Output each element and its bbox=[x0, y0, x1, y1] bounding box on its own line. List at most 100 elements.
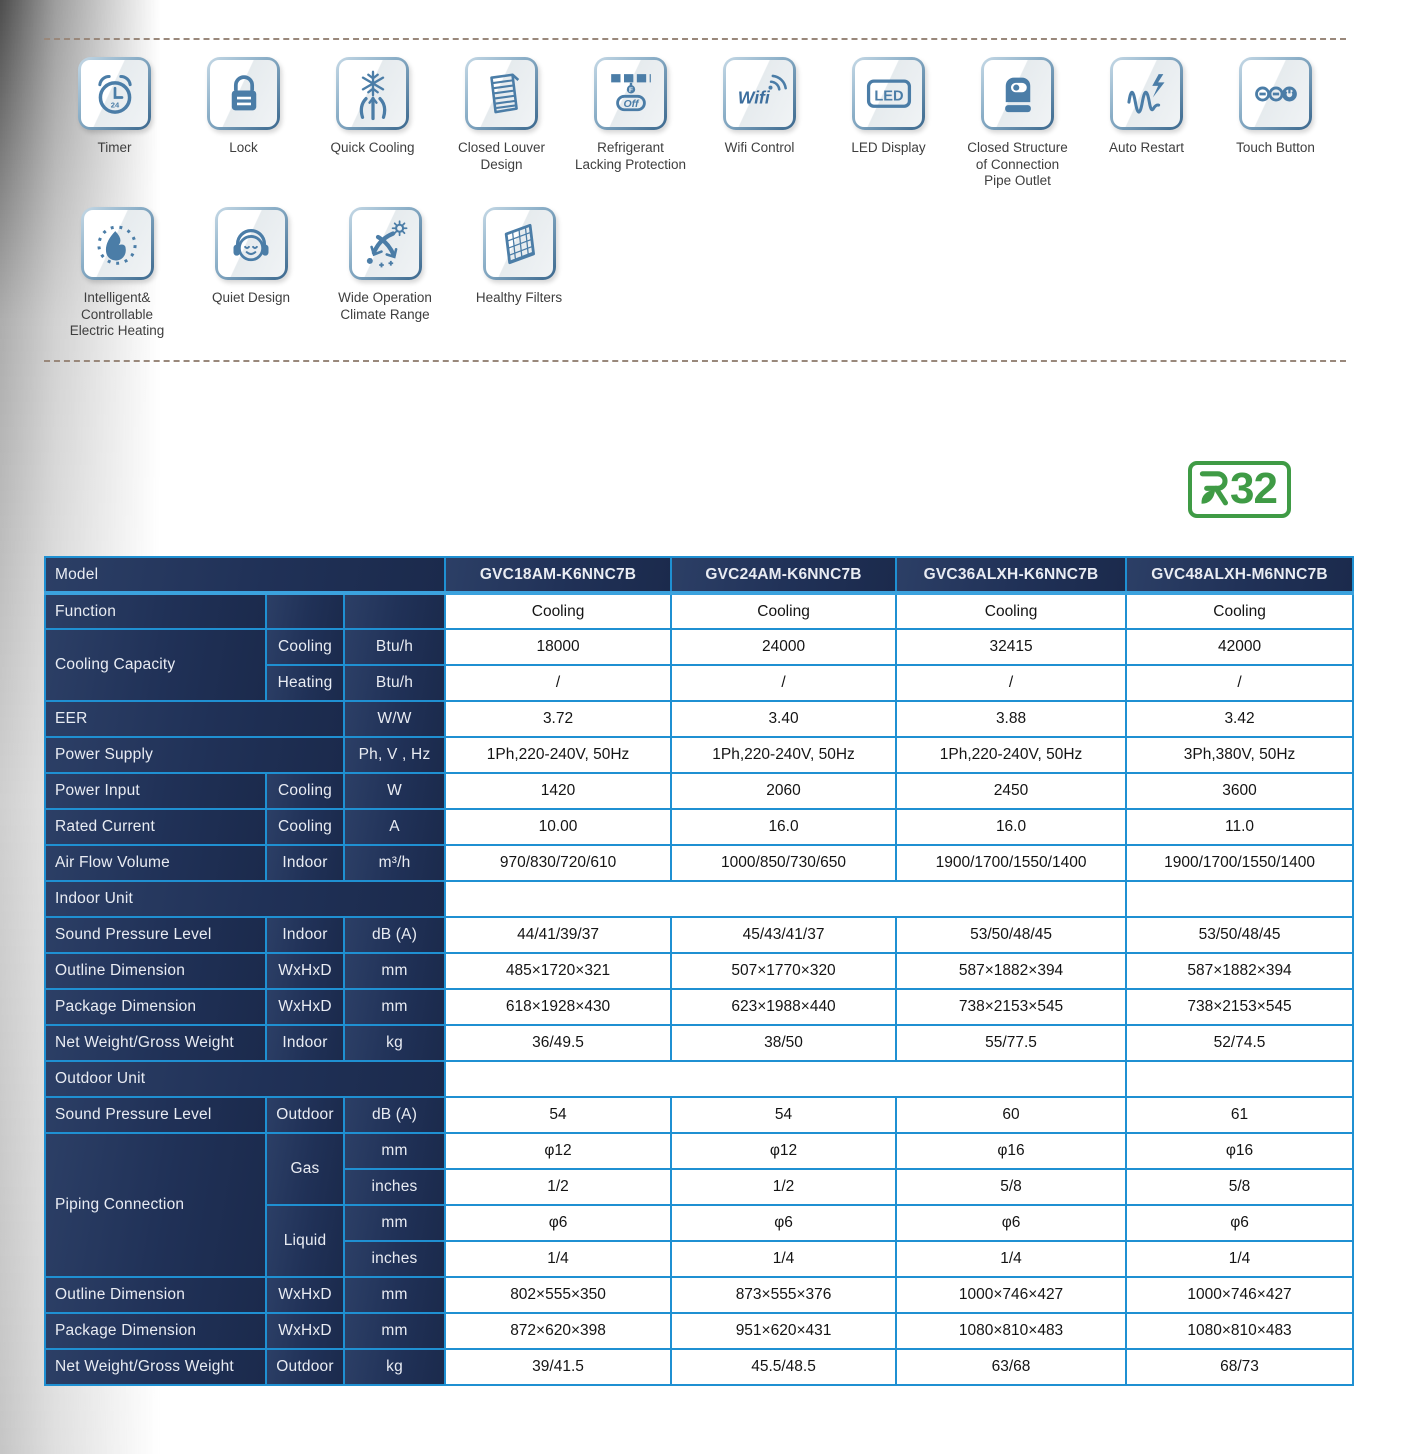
feature-label: Auto Restart bbox=[1108, 140, 1185, 155]
row-label: Outline Dimension bbox=[44, 952, 267, 990]
row-sub-label: Indoor bbox=[265, 916, 345, 954]
row-sub-label: Indoor bbox=[265, 1024, 345, 1062]
spec-value: 5/8 bbox=[895, 1168, 1128, 1206]
row-unit: Ph, V , Hz bbox=[342, 736, 447, 774]
closed-louver-icon bbox=[468, 60, 535, 127]
quick-cooling-icon bbox=[339, 60, 406, 127]
spec-value: 951×620×431 bbox=[670, 1312, 898, 1350]
spec-value: φ12 bbox=[670, 1132, 898, 1170]
spec-value: 54 bbox=[670, 1096, 898, 1134]
spec-row: Power Input Cooling W 1420 2060 2450 3600 bbox=[44, 772, 1355, 810]
spec-value: 61 bbox=[1125, 1096, 1355, 1134]
feature-label: Intelligent& Controllable Electric Heati… bbox=[69, 290, 165, 339]
spec-value: 2450 bbox=[895, 772, 1128, 810]
feature-label: Wifi Control bbox=[724, 140, 795, 155]
section-row: Indoor Unit bbox=[43, 880, 1355, 918]
row-unit: W/W bbox=[342, 700, 447, 738]
feature-item: Auto Restart bbox=[1082, 57, 1211, 190]
spec-value: 1080×810×483 bbox=[1125, 1312, 1355, 1350]
row-sub-label bbox=[265, 592, 345, 630]
spec-value: 3.88 bbox=[895, 700, 1128, 738]
row-label: Power Supply bbox=[44, 736, 345, 774]
model-name: GVC36ALXH-K6NNC7B bbox=[895, 556, 1128, 595]
spec-row: Heating Btu/h / / / / bbox=[45, 664, 1355, 702]
feature-label: Wide Operation Climate Range bbox=[338, 290, 432, 322]
spec-value: 587×1882×394 bbox=[1125, 952, 1355, 990]
feature-label: Quick Cooling bbox=[330, 140, 415, 155]
electric-heating-icon bbox=[83, 210, 151, 277]
spec-value: 1/2 bbox=[670, 1168, 898, 1206]
spec-value: 1420 bbox=[444, 772, 673, 810]
spec-value: / bbox=[1125, 664, 1355, 702]
spec-value: 11.0 bbox=[1125, 808, 1355, 846]
spec-row: inches 1/2 1/2 5/8 5/8 bbox=[45, 1168, 1355, 1206]
model-name: GVC18AM-K6NNC7B bbox=[444, 556, 673, 595]
spec-value: 68/73 bbox=[1125, 1348, 1355, 1386]
wifi-control-icon-tile: Wifi bbox=[723, 57, 796, 130]
healthy-filters-icon-tile bbox=[482, 207, 556, 280]
spec-value: φ6 bbox=[444, 1204, 673, 1242]
spec-row: Net Weight/Gross Weight Indoor kg 36/49.5 38… bbox=[44, 1024, 1355, 1062]
spec-value: 5/8 bbox=[1125, 1168, 1355, 1206]
spec-row: Sound Pressure Level Indoor dB (A) 44/41/39… bbox=[44, 916, 1355, 954]
feature-item: Quick Cooling bbox=[308, 57, 437, 190]
spec-value: 1Ph,220-240V, 50Hz bbox=[670, 736, 898, 774]
spec-row: Piping Connection Gas mm φ12 φ12 φ16 φ16 bbox=[44, 1132, 1355, 1278]
row-unit: Btu/h bbox=[342, 628, 447, 666]
spec-value: 873×555×376 bbox=[670, 1276, 898, 1314]
spec-value: 1000×746×427 bbox=[895, 1276, 1128, 1314]
row-sub-label: WxHxD bbox=[265, 1312, 345, 1350]
wide-climate-icon-tile bbox=[348, 207, 422, 280]
row-unit: mm bbox=[342, 1204, 447, 1242]
spec-row: Cooling Capacity Cooling Btu/h 18000 24000 32… bbox=[44, 628, 1355, 702]
row-sub-label: Heating bbox=[265, 664, 345, 702]
row-label: Function bbox=[44, 592, 267, 630]
spec-row: Outline Dimension WxHxD mm 802×555×350 873×5… bbox=[44, 1276, 1355, 1314]
row-unit: mm bbox=[342, 988, 447, 1026]
spec-value: Cooling bbox=[895, 592, 1128, 630]
row-label: EER bbox=[44, 700, 345, 738]
spec-value: 60 bbox=[895, 1096, 1128, 1134]
spec-value: / bbox=[670, 664, 898, 702]
row-unit: dB (A) bbox=[342, 1096, 447, 1134]
spec-value: φ6 bbox=[670, 1204, 898, 1242]
row-unit: mm bbox=[342, 1276, 447, 1314]
row-unit bbox=[342, 592, 447, 630]
electric-heating-icon-tile bbox=[80, 207, 154, 280]
spec-value: 1/4 bbox=[895, 1240, 1128, 1278]
lock-icon-tile bbox=[207, 57, 280, 130]
spec-row: inches 1/4 1/4 1/4 1/4 bbox=[45, 1240, 1355, 1278]
lock-icon bbox=[210, 60, 277, 127]
row-unit: kg bbox=[342, 1348, 447, 1386]
spec-value: φ16 bbox=[1125, 1132, 1355, 1170]
row-unit: inches bbox=[342, 1240, 447, 1278]
spec-value: / bbox=[895, 664, 1128, 702]
row-label: Net Weight/Gross Weight bbox=[44, 1348, 267, 1386]
spec-value: 1900/1700/1550/1400 bbox=[895, 844, 1128, 882]
row-unit: Btu/h bbox=[342, 664, 447, 702]
healthy-filters-icon bbox=[485, 210, 553, 277]
spec-value: 3600 bbox=[1125, 772, 1355, 810]
r32-leaf-icon bbox=[1199, 468, 1228, 512]
row-unit: m³/h bbox=[342, 844, 447, 882]
spec-value: 507×1770×320 bbox=[670, 952, 898, 990]
spec-value: 54 bbox=[444, 1096, 673, 1134]
row-unit: kg bbox=[342, 1024, 447, 1062]
spec-value: 1Ph,220-240V, 50Hz bbox=[444, 736, 673, 774]
svg-text:LED: LED bbox=[874, 88, 903, 104]
spec-row: Package Dimension WxHxD mm 872×620×398 951×6… bbox=[44, 1312, 1355, 1350]
spec-value: 1/4 bbox=[1125, 1240, 1355, 1278]
spec-value: 36/49.5 bbox=[444, 1024, 673, 1062]
svg-text:Off: Off bbox=[623, 97, 639, 109]
spec-value: 55/77.5 bbox=[895, 1024, 1128, 1062]
section-blank bbox=[1125, 880, 1355, 918]
spec-value: 872×620×398 bbox=[444, 1312, 673, 1350]
bottom-dashed-divider bbox=[44, 360, 1346, 362]
row-unit: mm bbox=[342, 1312, 447, 1350]
quiet-design-icon-tile bbox=[214, 207, 288, 280]
section-blank bbox=[444, 880, 1128, 918]
feature-item: Wifi Wifi Control bbox=[695, 57, 824, 190]
spec-value: 1900/1700/1550/1400 bbox=[1125, 844, 1355, 882]
row-unit: mm bbox=[342, 952, 447, 990]
spec-value: 42000 bbox=[1125, 628, 1355, 666]
